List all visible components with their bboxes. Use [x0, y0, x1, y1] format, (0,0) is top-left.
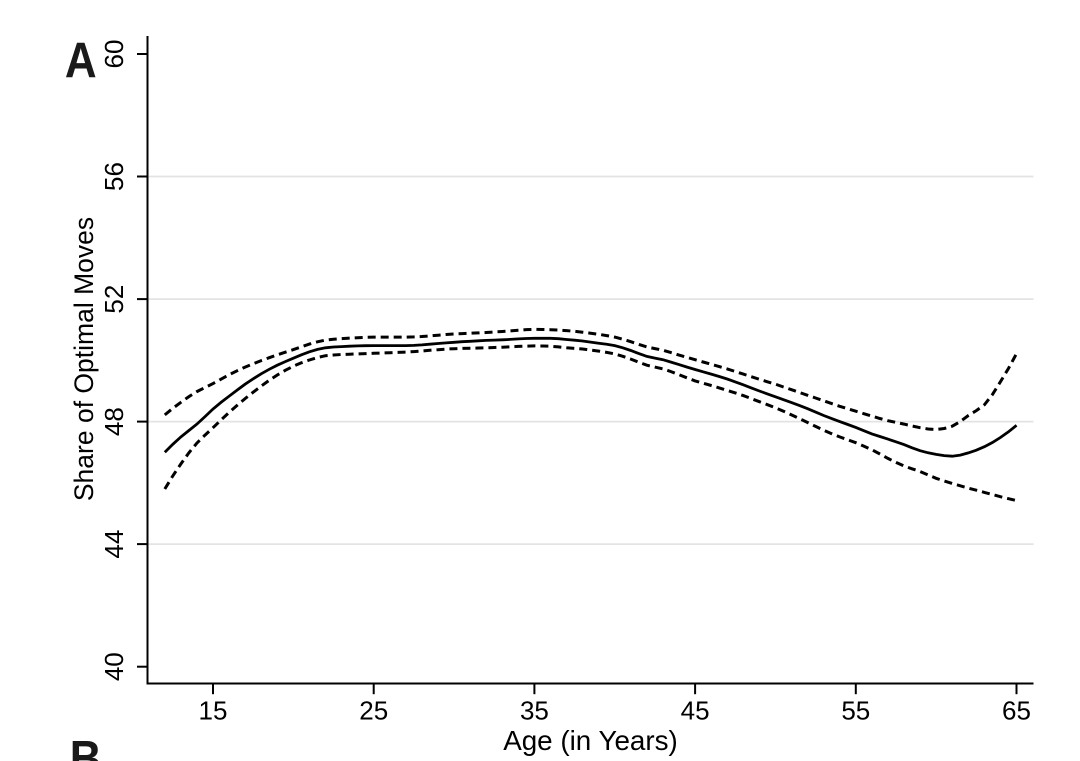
- svg-text:56: 56: [99, 162, 129, 191]
- svg-text:65: 65: [1002, 695, 1031, 725]
- svg-text:48: 48: [99, 407, 129, 436]
- svg-text:40: 40: [99, 652, 129, 681]
- svg-text:60: 60: [99, 40, 129, 69]
- svg-text:25: 25: [359, 695, 388, 725]
- svg-text:Share of Optimal Moves: Share of Optimal Moves: [69, 217, 99, 501]
- svg-text:15: 15: [199, 695, 228, 725]
- svg-text:A: A: [65, 32, 97, 88]
- svg-text:Age (in Years): Age (in Years): [503, 725, 678, 756]
- svg-text:52: 52: [99, 285, 129, 314]
- svg-text:55: 55: [841, 695, 870, 725]
- svg-text:B: B: [70, 730, 102, 761]
- svg-text:35: 35: [520, 695, 549, 725]
- svg-text:45: 45: [681, 695, 710, 725]
- svg-text:44: 44: [99, 530, 129, 559]
